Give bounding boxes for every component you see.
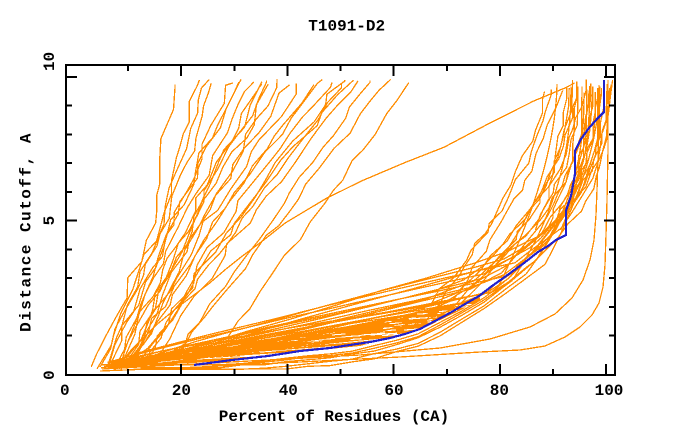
svg-text:100: 100 xyxy=(595,382,624,400)
svg-text:80: 80 xyxy=(490,382,509,400)
svg-text:10: 10 xyxy=(41,52,59,71)
svg-text:0: 0 xyxy=(41,370,59,380)
svg-text:60: 60 xyxy=(384,382,403,400)
svg-text:Distance Cutoff, A: Distance Cutoff, A xyxy=(18,132,36,332)
svg-text:Percent of Residues (CA): Percent of Residues (CA) xyxy=(219,408,449,426)
svg-text:T1091-D2: T1091-D2 xyxy=(308,18,385,36)
svg-text:0: 0 xyxy=(60,382,70,400)
svg-text:5: 5 xyxy=(41,216,59,226)
svg-text:40: 40 xyxy=(279,382,298,400)
svg-text:20: 20 xyxy=(172,382,191,400)
